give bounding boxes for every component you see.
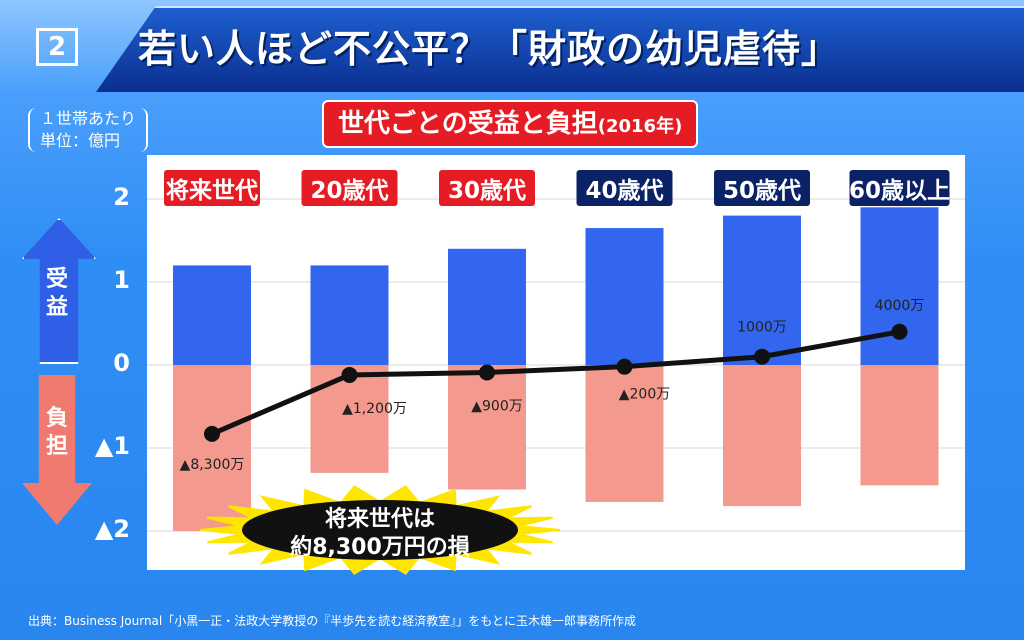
benefit-bar-1	[310, 265, 389, 365]
unit-label: １世帯あたり 単位：億円	[28, 108, 149, 152]
category-label-4: 50歳代	[723, 178, 801, 204]
balance-point-5	[891, 323, 908, 340]
page-title: 若い人ほど不公平？「財政の幼児虐待」	[138, 27, 841, 71]
benefit-label: 受 益	[42, 266, 72, 322]
y-tick-label-0: 2	[113, 183, 130, 211]
burden-label-char-1: 負	[45, 406, 68, 431]
benefit-bar-3	[585, 228, 664, 365]
balance-point-0	[204, 425, 220, 442]
benefit-label-char-1: 受	[45, 267, 68, 292]
balance-point-2	[479, 364, 495, 381]
balance-label-2: ▲900万	[471, 398, 523, 414]
burden-bar-4	[723, 365, 801, 507]
category-label-bg-0	[164, 170, 260, 206]
unit-label-line-2: 単位：億円	[40, 131, 121, 150]
source-note: 出典：Business Journal「小黒一正・法政大学教授の『半歩先を読む経…	[28, 614, 636, 628]
balance-label-1: ▲1,200万	[342, 401, 407, 417]
balance-point-4	[754, 348, 770, 365]
unit-label-line-1: １世帯あたり	[40, 109, 137, 128]
callout-line-1: 将来世代は	[325, 506, 435, 532]
callout-core	[242, 500, 518, 560]
balance-label-4: 1000万	[737, 320, 787, 336]
burden-bar-2	[448, 365, 526, 490]
chart-subtitle: 世代ごとの受益と負担(2016年)	[322, 100, 699, 148]
burden-bar-3	[585, 365, 664, 502]
category-label-1: 20歳代	[310, 178, 388, 204]
burden-bar-5	[860, 365, 939, 486]
category-label-3: 40歳代	[585, 178, 663, 204]
benefit-bar-2	[448, 248, 526, 365]
burden-label: 負 担	[42, 405, 72, 461]
category-label-bg-4	[714, 170, 810, 206]
title-banner	[96, 6, 1024, 92]
y-tick-label-2: 0	[113, 349, 130, 377]
subtitle-main: 世代ごとの受益と負担	[338, 109, 598, 139]
y-tick-label-3: ▲1	[94, 432, 130, 460]
category-label-bg-5	[849, 170, 950, 206]
balance-line	[211, 329, 900, 437]
benefit-bar-0	[173, 265, 251, 365]
benefit-bar-5	[860, 207, 939, 365]
balance-label-5: 4000万	[875, 298, 925, 314]
balance-point-1	[341, 366, 358, 383]
section-number: 2	[36, 28, 78, 66]
burden-bar-0	[173, 365, 251, 531]
category-label-bg-3	[576, 170, 673, 206]
callout-line-2: 約8,300万円の損	[290, 534, 471, 560]
category-label-2: 30歳代	[448, 178, 526, 204]
y-tick-label-1: 1	[113, 266, 130, 294]
balance-label-0: ▲8,300万	[180, 457, 245, 473]
category-label-bg-2	[439, 170, 535, 206]
balance-point-3	[616, 358, 633, 375]
category-label-bg-1	[301, 170, 398, 206]
burden-bar-1	[310, 365, 389, 473]
subtitle-year: (2016年)	[597, 116, 683, 137]
benefit-label-char-2: 益	[45, 295, 68, 320]
category-label-5: 60歳以上	[849, 178, 950, 204]
balance-label-3: ▲200万	[619, 387, 671, 403]
burden-label-char-2: 担	[45, 434, 68, 459]
benefit-bar-4	[723, 215, 801, 365]
category-label-0: 将来世代	[166, 178, 258, 204]
y-tick-label-4: ▲2	[94, 515, 130, 543]
